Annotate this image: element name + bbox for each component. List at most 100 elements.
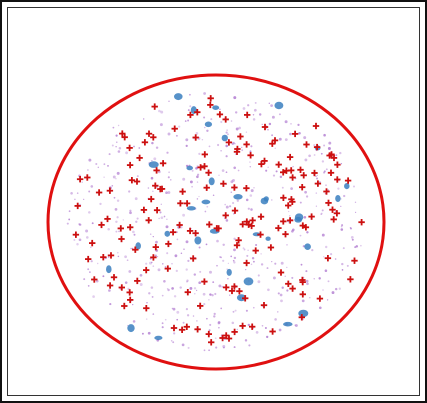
speck: [234, 309, 237, 312]
speck: [247, 249, 249, 251]
speck: [241, 146, 243, 149]
plus-mark-icon: [243, 185, 250, 192]
speck: [242, 107, 246, 110]
speck: [133, 145, 135, 148]
speck: [252, 118, 256, 121]
plus-mark-icon: [153, 167, 160, 174]
speck: [287, 222, 290, 224]
speck: [216, 264, 218, 267]
speck: [157, 268, 161, 272]
speck: [233, 256, 237, 260]
plus-mark-icon: [220, 180, 227, 187]
speck: [118, 230, 120, 233]
speck: [189, 105, 192, 108]
speck: [166, 218, 168, 220]
speck: [291, 228, 295, 232]
plus-mark-icon: [280, 218, 287, 225]
speck: [225, 144, 228, 148]
plus-mark-icon: [107, 252, 115, 259]
speck: [272, 174, 276, 177]
speck: [109, 303, 112, 306]
plus-mark-icon: [143, 266, 150, 274]
plus-mark-icon: [283, 167, 290, 174]
plus-mark-icon: [285, 280, 292, 287]
speck: [172, 341, 175, 344]
speck: [191, 185, 193, 188]
speck: [206, 129, 209, 133]
speck: [218, 174, 220, 176]
speck: [166, 252, 169, 255]
speck: [232, 259, 235, 262]
colony-dot-icon: [294, 213, 304, 222]
colony-dot-icon: [236, 294, 247, 302]
colony-dot-icon: [265, 236, 271, 241]
speck: [231, 201, 235, 205]
speck: [150, 176, 154, 180]
speck: [206, 317, 208, 320]
speck: [90, 260, 93, 263]
speck: [139, 283, 143, 286]
speck: [286, 266, 288, 269]
speck: [306, 282, 309, 286]
speck: [338, 287, 341, 290]
speck: [229, 294, 231, 296]
speck: [350, 236, 354, 239]
speck: [254, 101, 257, 104]
speck: [108, 153, 111, 156]
plus-mark-icon: [260, 302, 268, 309]
speck: [235, 127, 239, 131]
speck: [238, 126, 241, 130]
plus-mark-icon: [351, 257, 358, 264]
speck: [193, 273, 196, 276]
speck: [278, 113, 281, 116]
speck: [180, 252, 183, 255]
speck: [304, 158, 308, 162]
speck: [196, 181, 199, 183]
plus-mark-icon: [118, 284, 125, 291]
speck: [134, 197, 138, 201]
speck: [329, 252, 333, 256]
speck: [267, 166, 269, 168]
speck: [199, 270, 202, 273]
speck: [250, 145, 253, 148]
plus-mark-icon: [288, 196, 295, 203]
speck: [195, 166, 198, 170]
plus-mark-icon: [184, 289, 191, 296]
speck: [324, 269, 328, 272]
plus-mark-icon: [192, 134, 199, 141]
plus-mark-icon: [136, 154, 143, 162]
plus-mark-icon: [275, 161, 282, 168]
plus-mark-icon: [242, 295, 249, 302]
speck: [182, 177, 186, 181]
speck: [117, 150, 121, 153]
plus-mark-icon: [312, 122, 320, 130]
plus-mark-icon: [239, 221, 246, 228]
speck: [341, 224, 344, 227]
speck: [161, 326, 164, 329]
speck: [225, 219, 229, 222]
colony-dot-icon: [304, 243, 311, 251]
speck: [253, 186, 255, 189]
plus-mark-icon: [285, 202, 292, 209]
speck: [292, 165, 294, 168]
speck: [166, 151, 169, 154]
speck: [249, 150, 252, 153]
plus-mark-icon: [157, 185, 164, 193]
speck: [81, 181, 83, 183]
speck: [267, 129, 269, 131]
image-inner-frame: [7, 7, 420, 396]
plus-mark-icon: [282, 231, 289, 238]
speck: [170, 179, 172, 181]
speck: [113, 196, 116, 199]
speck: [167, 191, 171, 194]
plus-mark-icon: [299, 222, 306, 229]
plus-mark-icon: [72, 231, 80, 238]
plus-mark-icon: [213, 225, 220, 232]
speck: [116, 199, 120, 202]
plus-mark-icon: [171, 125, 178, 132]
plus-mark-icon: [325, 199, 332, 207]
plus-mark-icon: [291, 130, 299, 138]
speck: [198, 195, 200, 198]
speck: [180, 226, 183, 229]
